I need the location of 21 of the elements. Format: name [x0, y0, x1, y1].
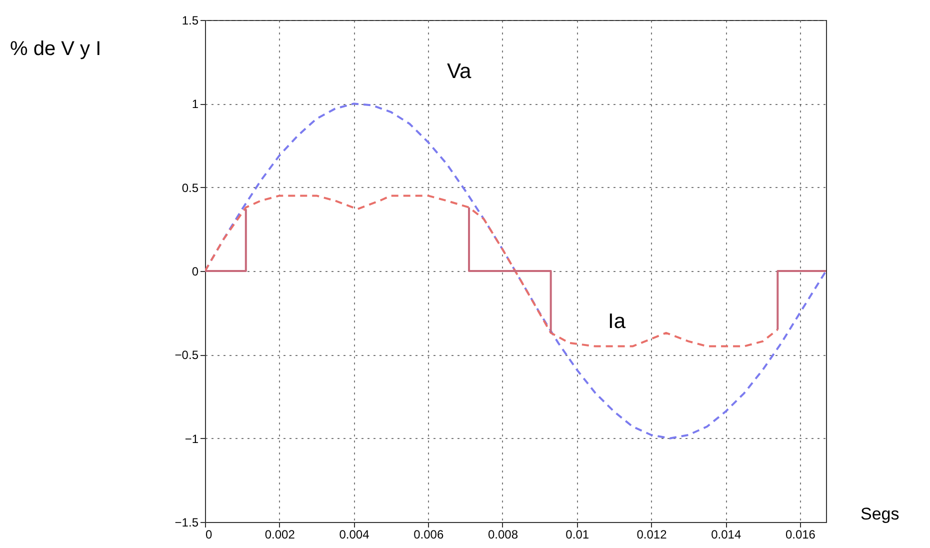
x-tick-label: 0.006 — [414, 528, 444, 542]
x-axis-title: Segs — [860, 504, 900, 524]
annotation: Ia — [608, 310, 626, 334]
x-tick-label: 0.008 — [488, 528, 518, 542]
y-tick-label: 0 — [192, 264, 199, 278]
x-tick-label: 0.01 — [566, 528, 590, 542]
x-tick-label: 0.014 — [711, 528, 742, 542]
annotation: Va — [447, 60, 472, 84]
y-tick-label: 0.5 — [182, 180, 199, 195]
y-tick-label: −1.5 — [174, 516, 199, 530]
text: % de V y I — [10, 38, 102, 61]
x-tick-label: 0.016 — [785, 528, 816, 542]
x-tick-label: 0.004 — [339, 528, 370, 542]
y-tick-label: 1 — [192, 97, 199, 112]
y-tick-label: −1 — [184, 432, 199, 446]
y-tick-label: 1.5 — [182, 14, 199, 28]
x-tick-label: 0 — [206, 528, 212, 542]
x-tick-label: 0.012 — [636, 528, 668, 542]
y-tick-label: −0.5 — [174, 348, 199, 362]
line-series — [205, 194, 779, 348]
x-tick-label: 0.002 — [264, 528, 296, 542]
